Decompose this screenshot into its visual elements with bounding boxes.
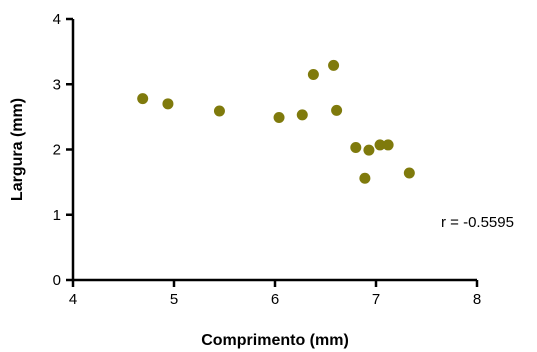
data-point (213, 105, 225, 117)
axes (71, 19, 477, 282)
data-point (296, 109, 308, 121)
x-tick-label: 5 (170, 291, 178, 308)
data-point (307, 68, 319, 80)
x-tick-label: 6 (271, 291, 279, 308)
x-tick-label: 7 (372, 291, 380, 308)
data-point (359, 172, 371, 184)
x-tick-label: 8 (473, 291, 481, 308)
data-point (363, 144, 375, 156)
y-tick-label: 1 (53, 207, 61, 224)
x-tick-label: 4 (69, 291, 77, 308)
data-point (403, 167, 415, 179)
data-point (162, 98, 174, 110)
y-tick-label: 4 (53, 11, 61, 28)
data-point (273, 112, 285, 124)
data-point (382, 139, 394, 151)
data-point (137, 93, 149, 105)
data-point (374, 139, 386, 151)
correlation-annotation: r = -0.5595 (441, 214, 514, 231)
y-tick-label: 0 (53, 272, 61, 289)
data-point (350, 142, 362, 154)
data-points (137, 59, 415, 184)
y-tick-label: 3 (53, 76, 61, 93)
ticks: 4 5 6 7 8 0 1 2 3 4 (53, 11, 482, 308)
y-axis-title: Largura (mm) (9, 98, 26, 201)
data-point (328, 59, 340, 71)
x-axis-title: Comprimento (mm) (201, 332, 349, 349)
data-point (331, 104, 343, 116)
y-tick-label: 2 (53, 142, 61, 159)
